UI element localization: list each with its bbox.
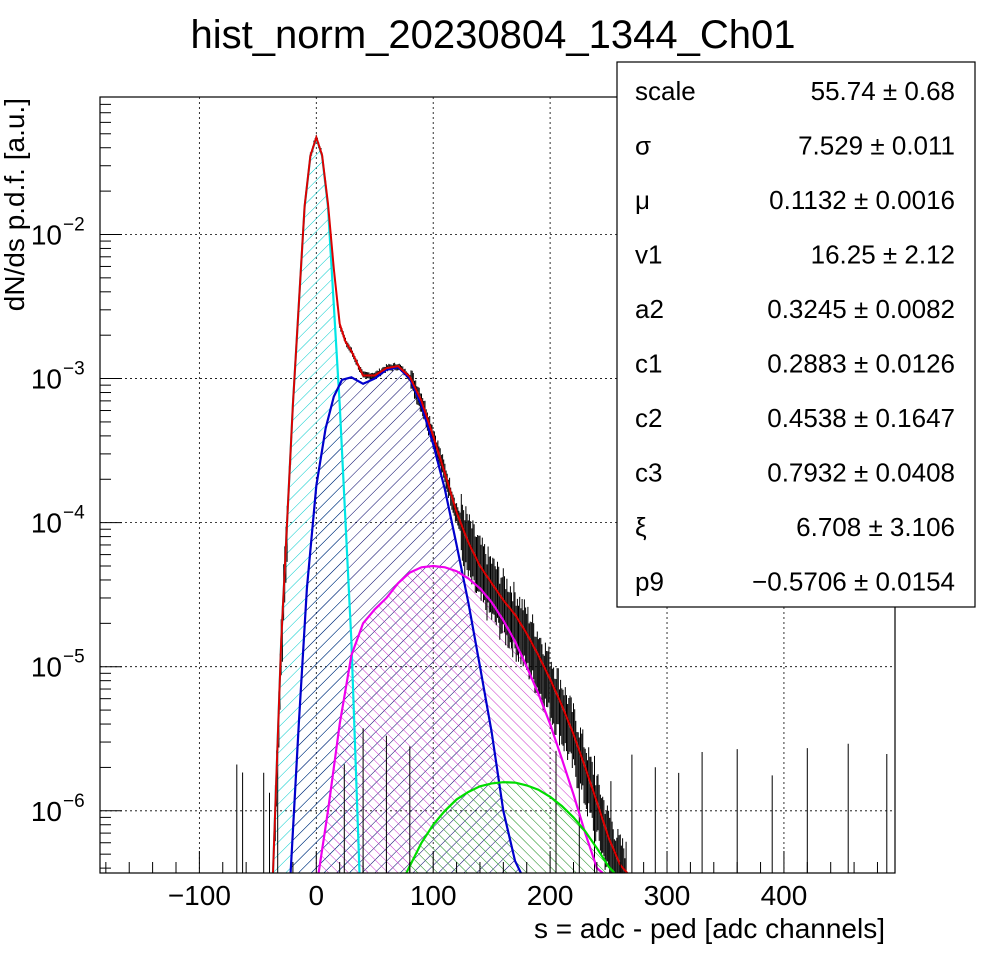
stat-name: c1: [635, 349, 662, 379]
y-tick-exponent: −3: [63, 359, 85, 380]
stat-value: 7.529 ± 0.011: [798, 131, 955, 161]
series-3-area: [406, 782, 615, 873]
chart-title: hist_norm_20230804_1344_Ch01: [191, 13, 796, 57]
x-tick-label: 400: [761, 880, 808, 911]
x-tick-label: 100: [410, 880, 457, 911]
y-axis: 10−610−510−410−310−2: [31, 96, 122, 869]
stat-value: 0.1132 ± 0.0016: [769, 185, 955, 215]
stat-value: 16.25 ± 2.12: [811, 240, 955, 270]
stat-name: a2: [635, 294, 664, 324]
y-tick-label: 10: [31, 219, 62, 250]
function-curves: [271, 134, 629, 873]
stat-value: 6.708 ± 3.106: [796, 512, 955, 542]
y-tick-exponent: −2: [63, 214, 85, 235]
y-axis-label: dN/ds p.d.f. [a.u.]: [0, 98, 30, 311]
function-fills: [273, 137, 615, 873]
series-4-curve: [272, 134, 629, 873]
x-tick-label: 300: [644, 880, 691, 911]
stat-value: 0.3245 ± 0.0082: [767, 294, 955, 324]
stat-name: σ: [635, 131, 651, 161]
y-tick-label: 10: [31, 508, 62, 539]
stat-name: c3: [635, 458, 662, 488]
series-2-curve: [317, 564, 604, 873]
y-tick-exponent: −5: [63, 647, 85, 668]
series-3-curve: [405, 781, 616, 873]
x-tick-label: 200: [527, 880, 574, 911]
stat-name: v1: [635, 240, 662, 270]
y-tick-label: 10: [31, 364, 62, 395]
y-tick-label: 10: [31, 796, 62, 827]
y-tick-exponent: −4: [63, 503, 85, 524]
x-axis-label: s = adc - ped [adc channels]: [534, 913, 885, 944]
stats-box: scale 55.74 ± 0.68 σ 7.529 ± 0.011 μ 0.1132 ±…: [616, 61, 976, 608]
stat-name: p9: [635, 567, 664, 597]
x-axis: −100 0 100 200 300 400: [105, 851, 878, 911]
stat-name: scale: [635, 76, 696, 106]
stat-value: −0.5706 ± 0.0154: [752, 567, 955, 597]
stat-value: 55.74 ± 0.68: [811, 76, 955, 106]
x-tick-label: −100: [168, 880, 231, 911]
stat-name: c2: [635, 403, 662, 433]
stat-name: μ: [635, 185, 650, 215]
x-tick-label: 0: [308, 880, 324, 911]
y-tick-label: 10: [31, 652, 62, 683]
stat-value: 0.7932 ± 0.0408: [767, 458, 955, 488]
stat-name: ξ: [635, 512, 647, 542]
y-tick-exponent: −6: [63, 791, 85, 812]
stat-value: 0.2883 ± 0.0126: [767, 349, 955, 379]
stat-value: 0.4538 ± 0.1647: [767, 403, 955, 433]
